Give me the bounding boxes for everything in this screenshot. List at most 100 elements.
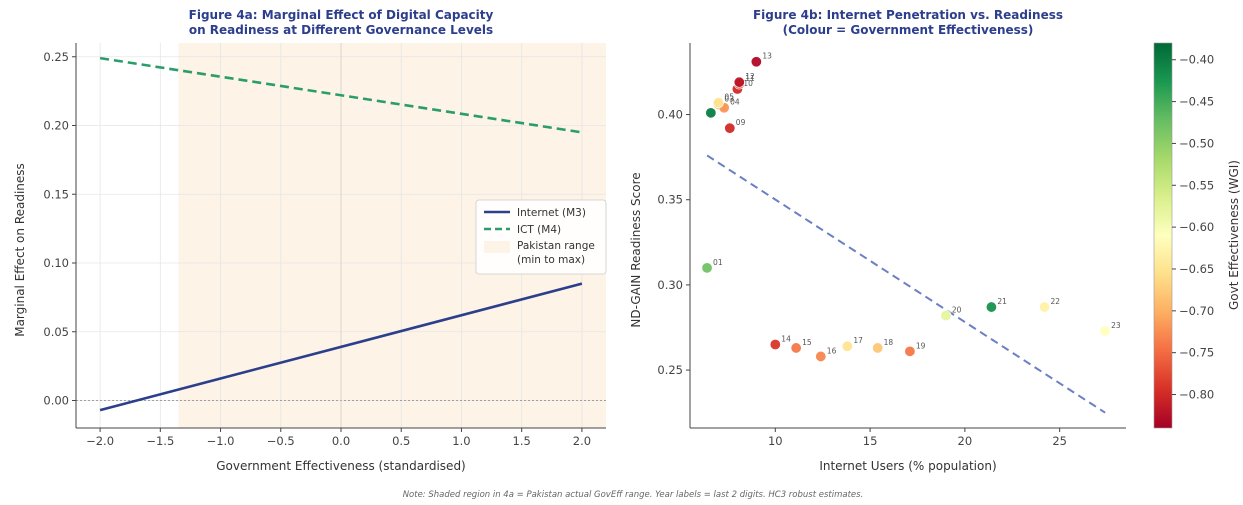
scatter-point bbox=[769, 339, 781, 351]
point-year-label: 19 bbox=[916, 341, 926, 350]
x-tick-label: −1.5 bbox=[146, 434, 174, 448]
chart-4b-x-axis-label: Internet Users (% population) bbox=[819, 459, 996, 473]
y-tick-label: 0.25 bbox=[657, 363, 683, 377]
x-tick-label: 2.0 bbox=[573, 434, 591, 448]
point-year-label: 22 bbox=[1050, 297, 1060, 306]
x-tick-label: −1.0 bbox=[207, 434, 235, 448]
scatter-point bbox=[985, 301, 997, 313]
x-tick-label: 25 bbox=[1052, 434, 1067, 448]
x-tick-label: 0.5 bbox=[392, 434, 410, 448]
point-year-label: 16 bbox=[827, 346, 837, 355]
scatter-point bbox=[705, 107, 717, 119]
colorbar-tick-label: −0.70 bbox=[1179, 304, 1214, 318]
chart-4a-title-line1: Figure 4a: Marginal Effect of Digital Ca… bbox=[189, 8, 494, 22]
point-year-label: 14 bbox=[781, 335, 791, 344]
legend-label-pakistan-range-sub: (min to max) bbox=[517, 254, 585, 266]
point-year-label: 23 bbox=[1111, 321, 1121, 330]
point-year-label: 03 bbox=[724, 94, 734, 103]
point-year-label: 12 bbox=[745, 72, 755, 81]
chart-4b-title-line1: Figure 4b: Internet Penetration vs. Read… bbox=[753, 8, 1063, 22]
y-tick-label: 0.10 bbox=[43, 256, 69, 270]
y-tick-label: 0.35 bbox=[657, 193, 683, 207]
scatter-point bbox=[701, 262, 713, 274]
chart-4b-x-ticks: 10 15 20 25 bbox=[768, 428, 1067, 448]
y-tick-label: 0.40 bbox=[657, 108, 683, 122]
chart-4b-y-ticks: 0.25 0.30 0.35 0.40 bbox=[657, 108, 690, 377]
y-tick-label: 0.30 bbox=[657, 278, 683, 292]
x-tick-label: 1.5 bbox=[513, 434, 531, 448]
chart-4a-y-axis-label: Marginal Effect on Readiness bbox=[13, 163, 27, 337]
chart-4b: Figure 4b: Internet Penetration vs. Read… bbox=[629, 8, 1241, 473]
colorbar-gradient bbox=[1153, 42, 1173, 429]
legend-label-internet: Internet (M3) bbox=[517, 207, 586, 219]
chart-4b-y-axis-label: ND-GAIN Readiness Score bbox=[629, 172, 643, 327]
chart-4a-title-line2: on Readiness at Different Governance Lev… bbox=[189, 23, 493, 37]
scatter-point bbox=[1099, 325, 1111, 337]
y-tick-label: 0.05 bbox=[43, 325, 69, 339]
scatter-point bbox=[1038, 301, 1050, 313]
chart-4a-series bbox=[99, 56, 583, 412]
x-tick-label: −2.0 bbox=[86, 434, 114, 448]
chart-4a-legend: Internet (M3) ICT (M4) Pakistan range (m… bbox=[475, 199, 607, 275]
point-year-label: 04 bbox=[730, 98, 740, 107]
scatter-point bbox=[724, 122, 736, 134]
colorbar-tick-label: −0.75 bbox=[1179, 346, 1214, 360]
x-tick-label: −0.5 bbox=[267, 434, 295, 448]
colorbar-tick-label: −0.45 bbox=[1179, 95, 1214, 109]
legend-label-ict: ICT (M4) bbox=[517, 224, 561, 236]
colorbar bbox=[1153, 42, 1173, 429]
colorbar-ticks: −0.40 −0.45 −0.50 −0.55 −0.60 −0.65 −0.70 −0.75… bbox=[1172, 53, 1214, 402]
point-year-label: 21 bbox=[997, 297, 1007, 306]
chart-4b-title-line2: (Colour = Government Effectiveness) bbox=[783, 23, 1034, 37]
point-year-label: 20 bbox=[952, 306, 962, 315]
x-tick-label: 15 bbox=[863, 434, 878, 448]
colorbar-tick-label: −0.60 bbox=[1179, 220, 1214, 234]
scatter-point bbox=[940, 310, 952, 322]
colorbar-tick-label: −0.50 bbox=[1179, 136, 1214, 150]
scatter-point bbox=[790, 342, 802, 354]
y-tick-label: 0.20 bbox=[43, 119, 69, 133]
scatter-point bbox=[904, 345, 916, 357]
scatter-point bbox=[712, 97, 724, 109]
colorbar-tick-label: −0.55 bbox=[1179, 178, 1214, 192]
scatter-point bbox=[733, 76, 745, 88]
point-year-label: 18 bbox=[884, 338, 894, 347]
point-year-label: 01 bbox=[713, 258, 723, 267]
chart-4b-points: 0102030405091011121314151617181920212223 bbox=[701, 52, 1121, 362]
colorbar-tick-label: −0.80 bbox=[1179, 388, 1214, 402]
x-tick-label: 1.0 bbox=[452, 434, 470, 448]
point-year-label: 10 bbox=[743, 79, 753, 88]
scatter-point bbox=[815, 350, 827, 362]
point-year-label: 05 bbox=[724, 93, 734, 102]
scatter-point bbox=[750, 56, 762, 68]
point-year-label: 11 bbox=[745, 74, 755, 83]
y-tick-label: 0.25 bbox=[43, 50, 69, 64]
series-line-internet bbox=[99, 282, 583, 412]
y-tick-label: 0.15 bbox=[43, 187, 69, 201]
trend-line bbox=[706, 154, 1106, 414]
colorbar-tick-label: −0.40 bbox=[1179, 53, 1214, 67]
scatter-point bbox=[872, 342, 884, 354]
point-year-label: 17 bbox=[853, 336, 863, 345]
figure-note: Note: Shaded region in 4a = Pakistan act… bbox=[403, 490, 864, 500]
chart-4a-reference-lines bbox=[76, 43, 606, 428]
y-tick-label: 0.00 bbox=[43, 394, 69, 408]
point-year-label: 13 bbox=[762, 52, 772, 61]
legend-box bbox=[475, 199, 607, 275]
scatter-point bbox=[841, 340, 853, 352]
point-year-label: 09 bbox=[736, 118, 746, 127]
chart-4a-y-ticks: 0.00 0.05 0.10 0.15 0.20 0.25 bbox=[43, 50, 76, 408]
x-tick-label: 20 bbox=[958, 434, 973, 448]
legend-swatch-pakistan-range bbox=[484, 241, 510, 253]
chart-4b-axes bbox=[689, 43, 1126, 429]
chart-4a-x-axis-label: Government Effectiveness (standardised) bbox=[216, 459, 466, 473]
colorbar-label: Govt Effectiveness (WGI) bbox=[1227, 160, 1241, 310]
x-tick-label: 0.0 bbox=[332, 434, 350, 448]
point-year-label: 15 bbox=[802, 338, 812, 347]
colorbar-tick-label: −0.65 bbox=[1179, 262, 1214, 276]
chart-4a-x-ticks: −2.0 −1.5 −1.0 −0.5 0.0 0.5 1.0 1.5 2.0 bbox=[86, 428, 591, 448]
x-tick-label: 10 bbox=[768, 434, 783, 448]
series-line-ict bbox=[99, 56, 583, 134]
legend-label-pakistan-range: Pakistan range bbox=[517, 240, 595, 252]
